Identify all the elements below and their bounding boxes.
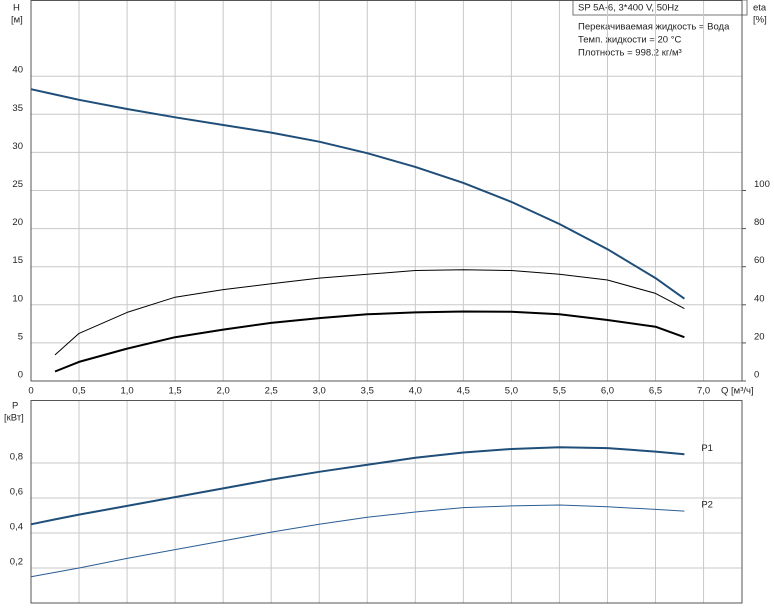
annotation: Темп. жидкости = 20 °C — [578, 35, 681, 46]
x-tick-label: 3,5 — [361, 386, 374, 397]
y2-tick-label: 100 — [754, 179, 770, 190]
x-tick-label: 0,5 — [72, 386, 85, 397]
series-label: P2 — [701, 500, 713, 511]
y2-axis-unit: [%] — [753, 15, 767, 26]
y2-tick-label: 0 — [754, 370, 759, 381]
y-tick-label: 0,8 — [10, 452, 23, 463]
y-axis-unit: [м] — [11, 15, 23, 26]
y-axis-label: P — [12, 401, 18, 412]
x-tick-label: 2,5 — [265, 386, 278, 397]
y2-axis-label: eta — [753, 3, 767, 14]
y2-tick-label: 20 — [754, 331, 765, 342]
series-line — [30, 88, 685, 300]
y-tick-label: 40 — [12, 65, 23, 76]
x-tick-label: 0 — [28, 386, 33, 397]
chart-title: SP 5A-6, 3*400 V, 50Hz — [578, 3, 679, 14]
x-axis-label: Q [м³/ч] — [721, 386, 754, 397]
y2-tick-label: 60 — [754, 255, 765, 266]
plot-frame — [30, 0, 743, 382]
annotation: Плотность = 998.2 кг/м³ — [578, 48, 682, 59]
y-tick-label: 10 — [12, 293, 23, 304]
y-tick-label: 35 — [12, 103, 23, 114]
x-tick-label: 6,0 — [601, 386, 614, 397]
x-tick-label: 2,0 — [217, 386, 230, 397]
series-line — [54, 269, 685, 356]
y-tick-label: 5 — [18, 331, 23, 342]
y-tick-label: 0 — [18, 370, 23, 381]
x-tick-label: 5,0 — [505, 386, 518, 397]
x-tick-label: 1,5 — [169, 386, 182, 397]
annotation: Перекачиваемая жидкость = Вода — [578, 22, 730, 33]
y-tick-label: 0,2 — [10, 557, 23, 568]
y-tick-label: 25 — [12, 179, 23, 190]
x-tick-label: 4,0 — [409, 386, 422, 397]
x-tick-label: 3,0 — [313, 386, 326, 397]
series-line — [30, 446, 685, 526]
y-tick-label: 20 — [12, 217, 23, 228]
x-tick-label: 6,5 — [649, 386, 662, 397]
x-tick-label: 1,0 — [120, 386, 133, 397]
y-tick-label: 15 — [12, 255, 23, 266]
y-tick-label: 0,4 — [10, 522, 23, 533]
series-label: P1 — [701, 443, 713, 454]
y-tick-label: 30 — [12, 141, 23, 152]
series-line — [30, 504, 685, 578]
y2-tick-label: 40 — [754, 293, 765, 304]
x-tick-label: 5,5 — [553, 386, 566, 397]
y-tick-label: 0,6 — [10, 487, 23, 498]
y2-tick-label: 80 — [754, 217, 765, 228]
y-axis-unit: [кВт] — [4, 413, 24, 424]
x-tick-label: 7,0 — [697, 386, 710, 397]
plot-frame — [30, 400, 743, 604]
series-line — [54, 310, 685, 373]
x-tick-label: 4,5 — [457, 386, 470, 397]
y-axis-label: H — [13, 3, 20, 14]
